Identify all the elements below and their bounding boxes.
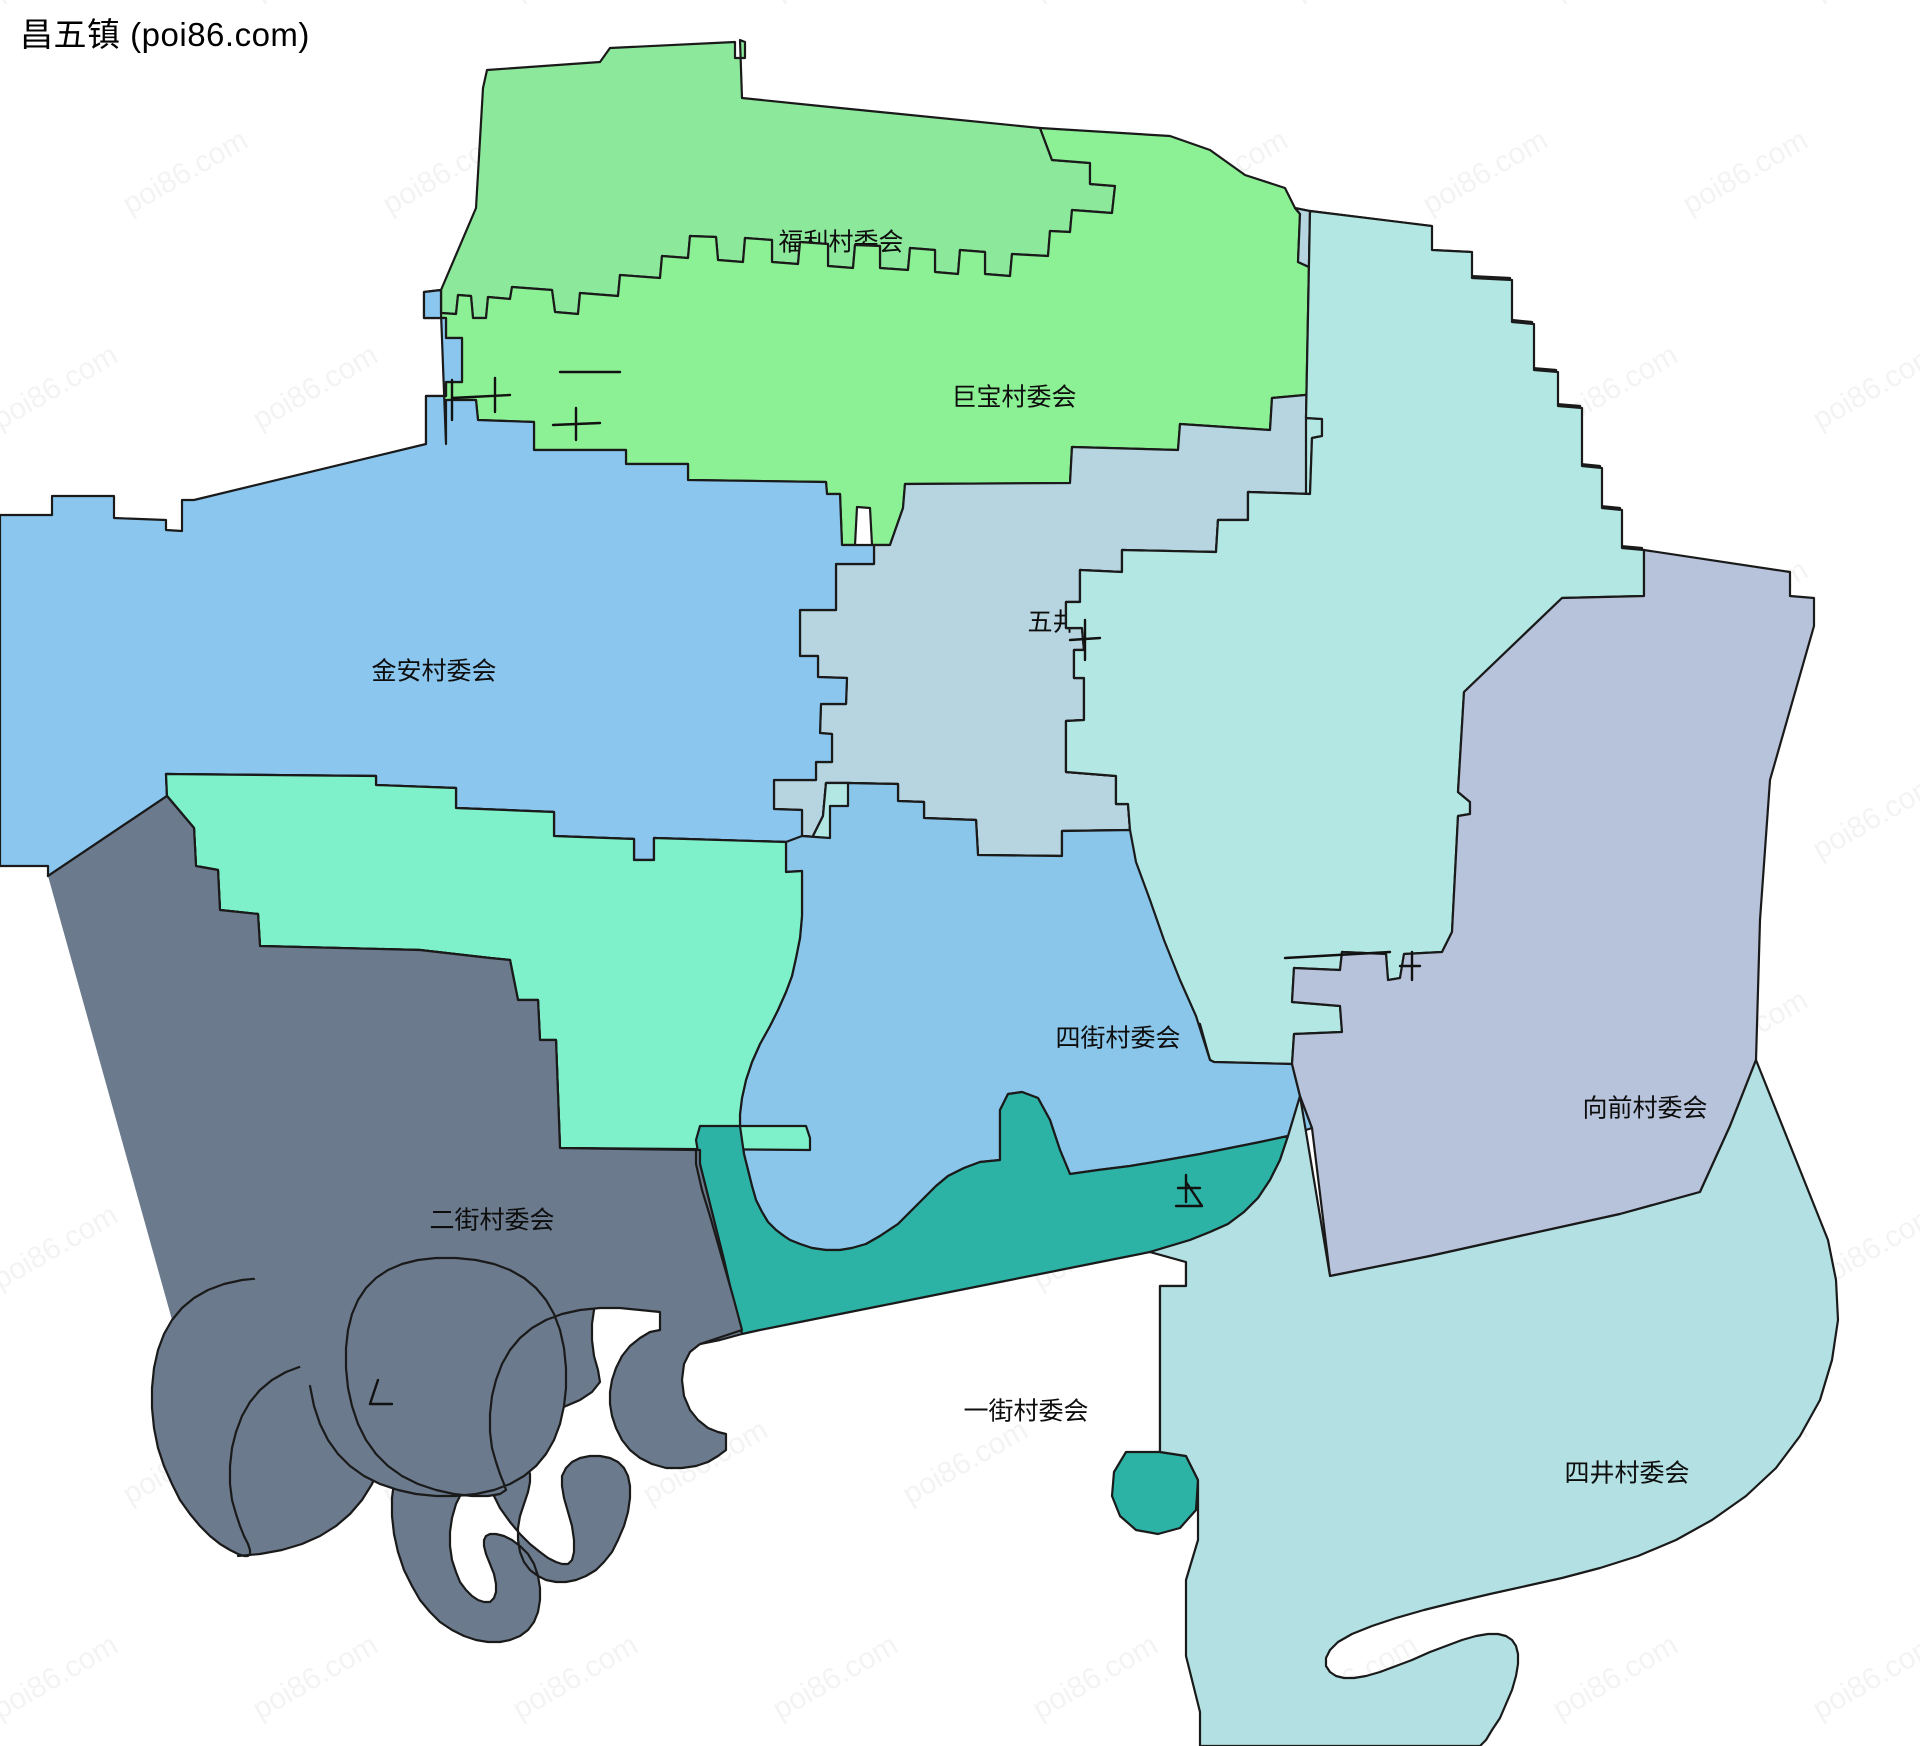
region-yijie-label: 一街村委会: [963, 1398, 1088, 1426]
region-erjie-shape-clean[interactable]: [46, 794, 744, 1498]
region-sijie-label: 四街村委会: [1055, 1025, 1180, 1053]
road-segment-east: [1283, 950, 1422, 982]
region-sijing-shape[interactable]: [1148, 1058, 1840, 1746]
region-jubao-label: 巨宝村委会: [951, 384, 1076, 412]
region-xiangqian-label: 向前村委会: [1582, 1095, 1707, 1123]
road-overlay: [368, 370, 1422, 1406]
region-fuli-label: 福利村委会: [778, 229, 903, 257]
road-segment-west: [368, 1378, 394, 1406]
road-segment-center: [1068, 618, 1102, 662]
region-jinan-label: 金安村委会: [371, 658, 496, 686]
region-erjie-label: 二街村委会: [429, 1207, 554, 1235]
road-segment-north-b: [551, 406, 602, 442]
road-segment-yijie: [1174, 1180, 1204, 1208]
region-sijing-label: 四井村委会: [1564, 1460, 1689, 1488]
region-overlays[interactable]: 四街村委会 一街村委会 向前村委会 四井村委会 二街村委会: [46, 209, 1840, 1746]
region-xiangqian-shape[interactable]: [1290, 548, 1816, 1278]
road-segment-north-a: [450, 370, 622, 422]
